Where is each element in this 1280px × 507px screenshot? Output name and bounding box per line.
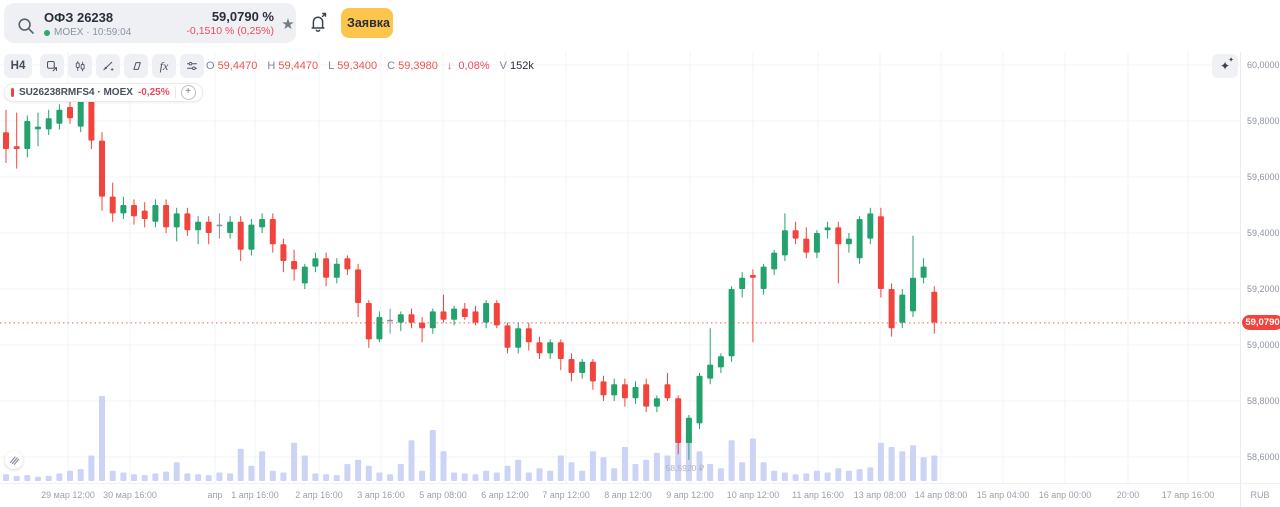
trendline-tool-button[interactable] [96, 54, 120, 78]
exchange-status-text: MOEX · 10:59:04 [54, 27, 132, 38]
series-color-bar [11, 88, 14, 97]
fx-icon: fx [159, 58, 169, 73]
candles-style-button[interactable] [68, 54, 92, 78]
instrument-selector[interactable]: ОФЗ 26238 MOEX · 10:59:04 59,0790 % -0,1… [4, 3, 296, 43]
current-price-percent: 59,0790 % [211, 9, 274, 24]
low-price-marker: 58,5920 ₽ [666, 463, 705, 473]
time-tick-label: 17 апр 16:00 [1161, 490, 1215, 500]
order-button[interactable]: Заявка [341, 8, 393, 38]
instrument-name: ОФЗ 26238 [44, 10, 114, 25]
time-tick-label: 11 апр 16:00 [792, 490, 844, 500]
add-compare-icon[interactable]: + [180, 85, 196, 100]
sparkles-icon: ✦ [1219, 59, 1231, 73]
ohlc-c-label: C [387, 60, 396, 72]
change-arrow-down-icon: ↓ [446, 60, 453, 72]
ohlc-h-label: H [267, 60, 276, 72]
exchange-status: MOEX · 10:59:04 [44, 27, 131, 38]
drawing-tools-icon [9, 456, 20, 465]
sliders-icon [187, 61, 197, 71]
volume-value: 152k [510, 60, 534, 72]
price-tick-label: 59,8000 [1247, 116, 1280, 126]
price-tick-label: 59,2000 [1247, 284, 1280, 294]
time-tick-label: 15 апр 04:00 [976, 490, 1030, 500]
shape-icon [133, 62, 141, 70]
time-tick-label: 1 апр 16:00 [231, 490, 279, 500]
top-bar: ОФЗ 26238 MOEX · 10:59:04 59,0790 % -0,1… [0, 0, 1280, 46]
alert-bell-icon[interactable] [306, 11, 330, 35]
instrument-chip[interactable]: SU26238RMFS4 · MOEX -0,25% + [4, 83, 203, 102]
candles-icon [75, 61, 85, 72]
time-axis-separator [0, 483, 1280, 484]
time-tick-label: 5 апр 08:00 [419, 490, 467, 500]
time-tick-label: 3 апр 16:00 [357, 490, 405, 500]
time-tick-label: апр [207, 490, 223, 500]
time-tick-label: 20:00 [1116, 490, 1140, 500]
price-tick-label: 58,6000 [1247, 452, 1280, 462]
trendline-icon [103, 61, 114, 71]
ohlc-c-value: 59,3980 [398, 60, 438, 72]
ohlc-l-value: 59,3400 [337, 60, 378, 72]
price-axis-separator [1240, 52, 1241, 507]
ohlc-o-value: 59,4470 [217, 60, 258, 72]
price-tick-label: 59,6000 [1247, 172, 1280, 182]
time-tick-label: 13 апр 08:00 [853, 490, 907, 500]
time-tick-label: 29 мар 12:00 [41, 490, 95, 500]
time-tick-label: 6 апр 12:00 [481, 490, 529, 500]
chart-type-icon [46, 60, 57, 72]
time-tick-label: 16 апр 00:00 [1038, 490, 1092, 500]
ohlc-readout: O 59,4470 H 59,4470 L 59,3400 C 59,3980 ↓ 0,0… [206, 60, 534, 72]
chart-toolbar: H4 fx [0, 52, 1240, 80]
volume-label: V [499, 60, 508, 72]
timeframe-button[interactable]: H4 [4, 54, 32, 78]
indicators-button[interactable]: fx [152, 54, 176, 78]
time-tick-label: 7 апр 12:00 [542, 490, 590, 500]
ohlc-o-label: O [206, 60, 215, 72]
time-tick-label: 30 мар 16:00 [103, 490, 157, 500]
chart-settings-button[interactable] [180, 54, 204, 78]
time-tick-label: 9 апр 12:00 [666, 490, 714, 500]
price-tick-label: 58,8000 [1247, 396, 1280, 406]
ai-assistant-button[interactable]: ✦ ✦ [1212, 54, 1238, 78]
chip-change: -0,25% [137, 87, 170, 98]
sparkles-small-icon: ✦ [1228, 57, 1234, 64]
price-block: 59,0790 % -0,1510 % (0,25%) [134, 9, 274, 38]
current-price-badge: 59,0790 [1242, 315, 1280, 330]
price-change: -0,1510 % (0,25%) [186, 25, 274, 37]
time-tick-label: 2 апр 16:00 [295, 490, 343, 500]
chart-type-button[interactable] [40, 54, 64, 78]
chip-ticker: SU26238RMFS4 · MOEX [19, 87, 133, 98]
search-icon [18, 18, 34, 34]
favorite-star-icon[interactable]: ★ [281, 16, 295, 33]
drawing-tools-toggle[interactable] [5, 451, 23, 469]
market-open-dot [44, 29, 50, 36]
ohlc-h-value: 59,4470 [278, 60, 319, 72]
price-tick-label: 59,0000 [1247, 340, 1280, 350]
shape-tool-button[interactable] [124, 54, 148, 78]
time-tick-label: 8 апр 12:00 [604, 490, 652, 500]
price-tick-label: 60,0000 [1247, 60, 1280, 70]
ohlc-change-percent: 0,08% [458, 60, 490, 72]
price-tick-label: 59,4000 [1247, 228, 1280, 238]
ohlc-l-label: L [328, 60, 335, 72]
currency-label: RUB [1250, 490, 1270, 500]
time-tick-label: 10 апр 12:00 [726, 490, 780, 500]
chip-divider [174, 87, 176, 98]
price-axis[interactable]: 60,0000 59,8000 59,6000 59,4000 59,2000 59,00… [1240, 0, 1280, 483]
time-axis[interactable]: 29 мар 12:00 30 мар 16:00 апр 1 апр 16:00 2 … [0, 483, 1240, 507]
time-tick-label: 14 апр 08:00 [914, 490, 968, 500]
